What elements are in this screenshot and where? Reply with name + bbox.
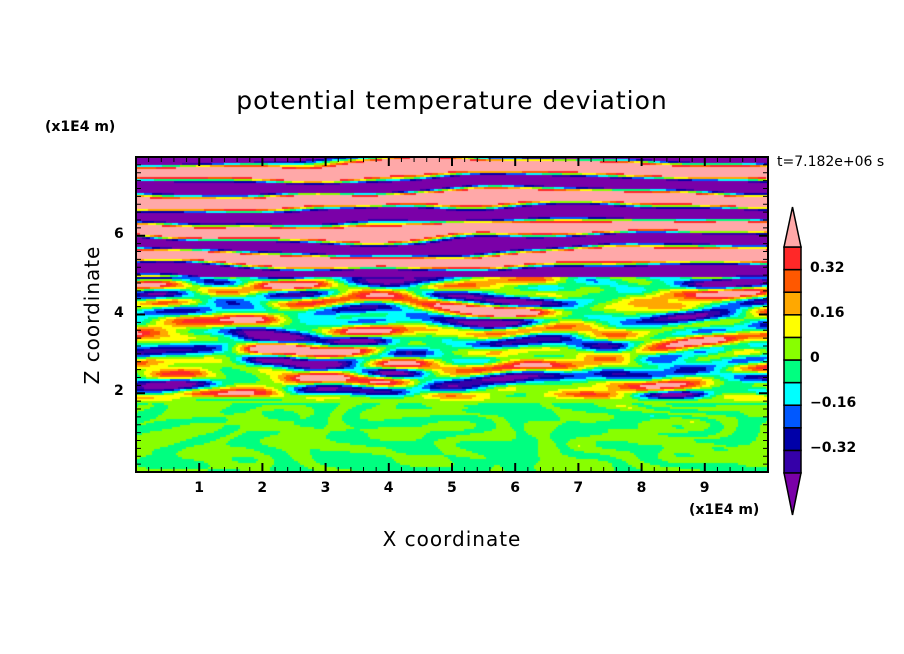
x-tick-label: 8 [636,480,647,496]
x-tick-label: 5 [447,480,457,496]
x-tick-label: 1 [194,480,204,496]
colorbar-box [783,359,802,384]
x-axis-multiplier: (x1E4 m) [689,502,760,518]
plot-frame [135,156,769,473]
colorbar-box [783,449,802,474]
colorbar-tick-label: 0 [810,350,820,366]
colorbar-tick-label: −0.16 [810,395,857,412]
x-tick-label: 9 [699,480,710,496]
colorbar-box [783,404,802,429]
colorbar-tick-label: 0.16 [810,304,845,321]
colorbar-tick-label: −0.32 [810,440,857,457]
y-tick-label: 6 [114,225,124,242]
colorbar-box [783,268,802,293]
colorbar-box [783,381,802,406]
x-axis-label: X coordinate [382,527,522,551]
chart-title: potential temperature deviation [236,86,668,115]
colorbar-box [783,314,802,339]
y-tick-label: 4 [114,304,124,321]
colorbar-extend-high [783,206,802,248]
colorbar-tick-label: 0.32 [810,259,845,276]
x-tick-label: 6 [510,480,520,496]
x-tick-label: 3 [320,480,331,496]
colorbar-box [783,427,802,452]
y-axis-multiplier: (x1E4 m) [45,119,116,135]
colorbar-extend-low [783,472,802,516]
colorbar-box [783,246,802,271]
time-annotation: t=7.182e+06 s [777,154,885,170]
y-tick-label: 2 [114,383,124,400]
colorbar-box [783,336,802,361]
x-tick-label: 4 [383,480,394,496]
x-tick-label: 7 [573,480,584,496]
colorbar-box [783,291,802,316]
contour-field [136,157,768,472]
x-tick-label: 2 [257,480,268,496]
